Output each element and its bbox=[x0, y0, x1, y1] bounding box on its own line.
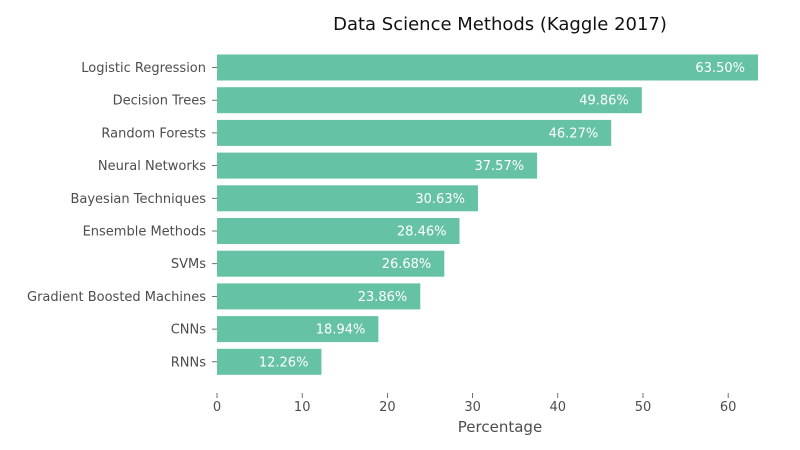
bar-value-label: 18.94% bbox=[316, 323, 366, 338]
bar-value-label: 49.86% bbox=[579, 94, 629, 109]
bar-value-label: 37.57% bbox=[475, 159, 525, 174]
x-tick-label: 0 bbox=[213, 400, 221, 415]
category-label: CNNs bbox=[171, 323, 207, 338]
bar bbox=[217, 54, 758, 81]
bar bbox=[217, 87, 642, 114]
bar bbox=[217, 185, 478, 212]
category-labels: Logistic Regression Decision Trees Random … bbox=[27, 61, 217, 370]
x-tick-label: 10 bbox=[294, 400, 311, 415]
bar bbox=[217, 119, 612, 146]
bar-value-label: 12.26% bbox=[259, 355, 309, 370]
bar-value-label: 23.86% bbox=[358, 290, 408, 305]
bar-value-label: 46.27% bbox=[549, 126, 599, 141]
category-label: Neural Networks bbox=[98, 159, 206, 174]
x-tick-label: 50 bbox=[635, 400, 652, 415]
x-axis-label: Percentage bbox=[458, 418, 542, 436]
category-label: Gradient Boosted Machines bbox=[27, 290, 206, 305]
bar-value-label: 63.50% bbox=[695, 61, 745, 76]
x-tick-label: 40 bbox=[550, 400, 567, 415]
category-label: Decision Trees bbox=[113, 94, 207, 109]
bar bbox=[217, 250, 445, 277]
x-axis-ticks: 0 10 20 30 40 50 60 bbox=[213, 393, 737, 415]
category-label: RNNs bbox=[171, 355, 206, 370]
x-tick-label: 30 bbox=[464, 400, 481, 415]
x-tick-label: 60 bbox=[720, 400, 737, 415]
bar-value-label: 28.46% bbox=[397, 225, 447, 240]
category-label: Logistic Regression bbox=[81, 61, 206, 76]
bar bbox=[217, 316, 379, 343]
bar bbox=[217, 152, 538, 179]
category-label: Ensemble Methods bbox=[83, 225, 207, 240]
category-label: SVMs bbox=[171, 257, 206, 272]
bar-value-label: 30.63% bbox=[415, 192, 465, 207]
bars-layer: 63.50% 49.86% 46.27% 37.57% 30.63% 28.46% 26.6… bbox=[217, 54, 758, 375]
category-label: Bayesian Techniques bbox=[70, 192, 206, 207]
x-tick-label: 20 bbox=[379, 400, 396, 415]
bar bbox=[217, 283, 421, 310]
bar bbox=[217, 348, 322, 375]
chart-title: Data Science Methods (Kaggle 2017) bbox=[333, 14, 667, 35]
bar bbox=[217, 218, 460, 244]
bar-value-label: 26.68% bbox=[382, 257, 432, 272]
category-label: Random Forests bbox=[101, 126, 206, 141]
